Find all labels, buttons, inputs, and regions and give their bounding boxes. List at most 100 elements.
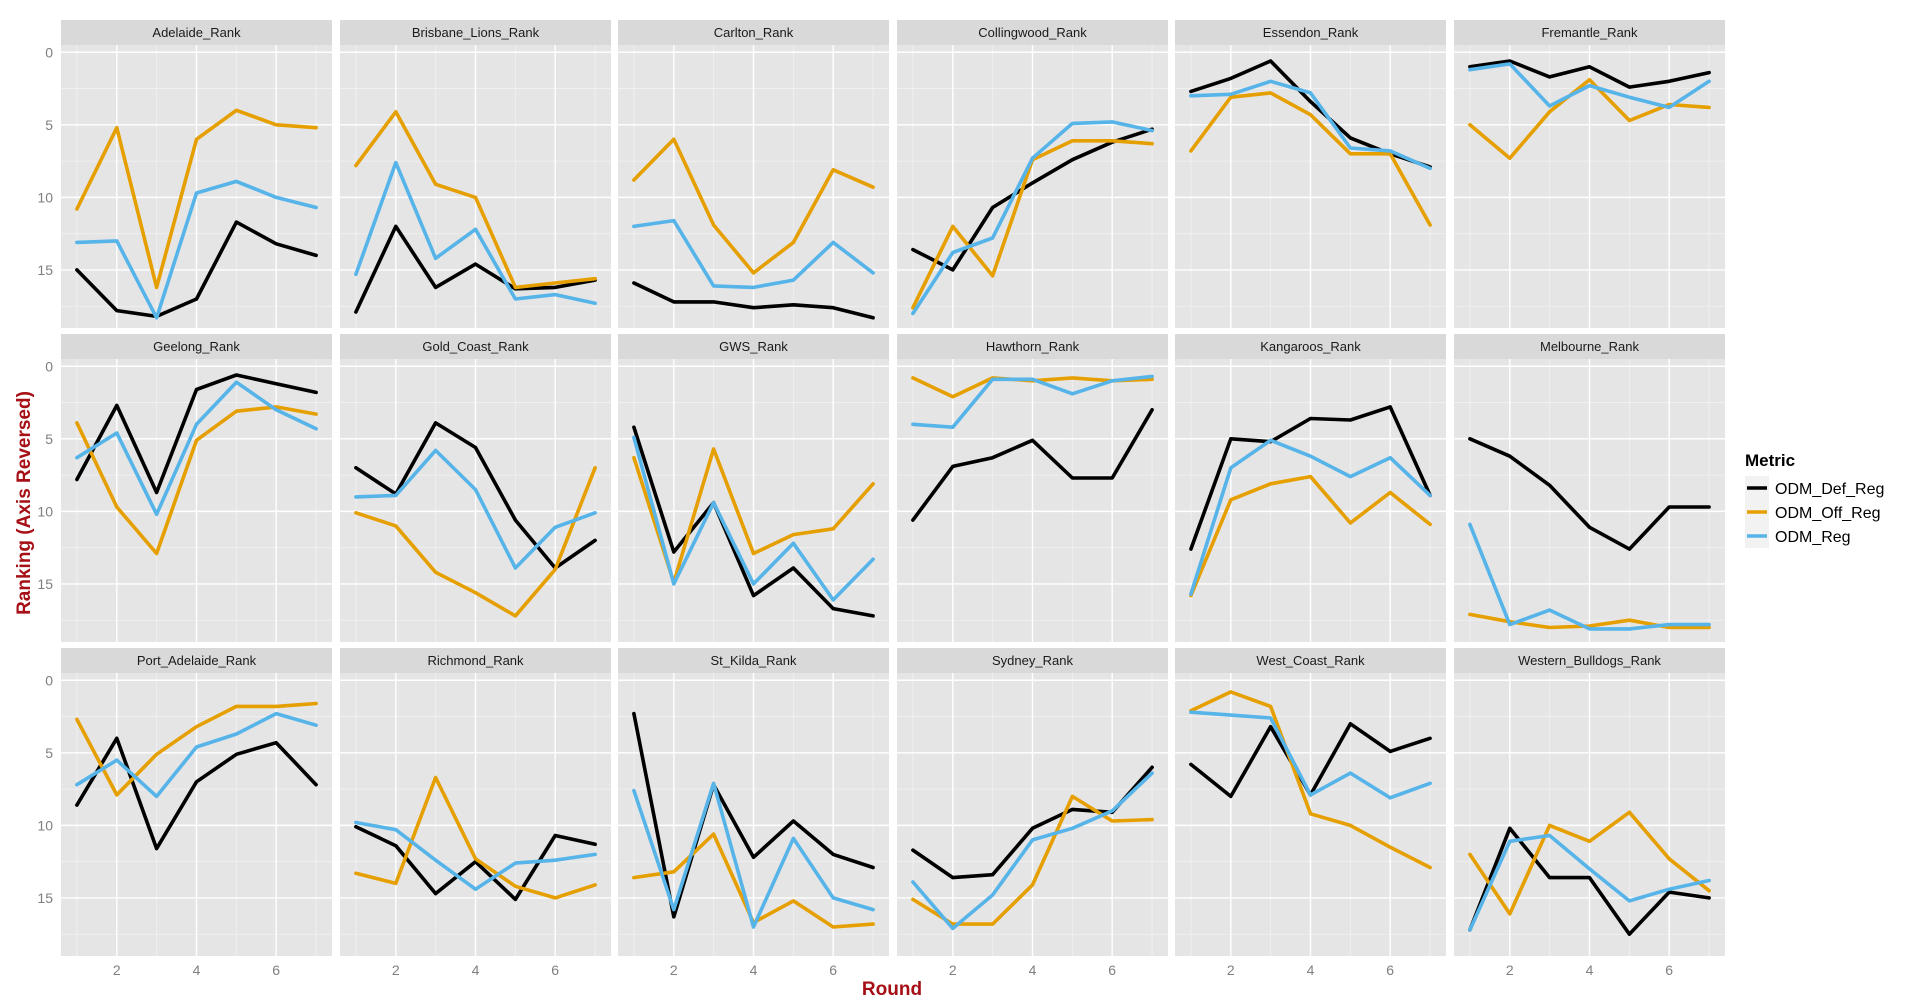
series-line-odm-reg — [632, 218, 875, 290]
x-tick-label: 6 — [829, 962, 837, 978]
facet-title: Western_Bulldogs_Rank — [1518, 653, 1661, 668]
facet-title: Gold_Coast_Rank — [422, 339, 529, 354]
series-line-odm-reg — [1189, 438, 1432, 596]
series-line-odm-off-reg — [911, 794, 1154, 926]
legend-title: Metric — [1745, 451, 1795, 470]
legend-label: ODM_Reg — [1775, 529, 1851, 546]
facet-panel: West_Coast_Rank 2 4 6 — [1175, 648, 1446, 978]
series-line-odm-def-reg — [354, 824, 597, 902]
facet-strip — [340, 648, 611, 673]
x-tick-label: 6 — [272, 962, 280, 978]
facet-panel: Kangaroos_Rank — [1175, 334, 1446, 642]
facet-strip — [1175, 648, 1446, 673]
facet-strip — [340, 334, 611, 359]
x-tick-label: 4 — [1307, 962, 1315, 978]
series-line-odm-def-reg — [354, 224, 597, 314]
series-line-odm-off-reg — [354, 465, 597, 618]
y-tick-label: 0 — [45, 44, 53, 60]
series-line-odm-reg — [354, 160, 597, 306]
facet-title: Brisbane_Lions_Rank — [412, 25, 540, 40]
facet-panel: Western_Bulldogs_Rank 2 4 6 — [1454, 648, 1725, 978]
y-tick-label: 5 — [45, 745, 53, 761]
facet-panel: Fremantle_Rank — [1454, 20, 1725, 328]
facet-strip — [340, 20, 611, 45]
facet-title: Collingwood_Rank — [978, 25, 1087, 40]
facet-title: Port_Adelaide_Rank — [137, 653, 257, 668]
facet-title: Geelong_Rank — [153, 339, 240, 354]
x-tick-label: 4 — [750, 962, 758, 978]
series-line-odm-off-reg — [1189, 91, 1432, 227]
series-line-odm-reg — [354, 448, 597, 570]
facet-title: West_Coast_Rank — [1256, 653, 1365, 668]
y-tick-label: 15 — [37, 576, 53, 592]
series-line-odm-off-reg — [75, 701, 318, 797]
y-tick-label: 10 — [37, 503, 53, 519]
x-tick-label: 4 — [1029, 962, 1037, 978]
facet-title: Sydney_Rank — [992, 653, 1073, 668]
series-line-odm-reg — [75, 711, 318, 799]
series-line-odm-reg — [1468, 833, 1711, 932]
series-line-odm-reg — [354, 820, 597, 892]
x-tick-label: 2 — [1506, 962, 1514, 978]
y-tick-label: 0 — [45, 672, 53, 688]
series-line-odm-off-reg — [354, 775, 597, 900]
facet-panel: Adelaide_Rank 0 5 10 15 — [37, 20, 332, 328]
series-line-odm-reg — [911, 374, 1154, 430]
facet-strip — [1175, 20, 1446, 45]
facet-title: Essendon_Rank — [1263, 25, 1359, 40]
legend-label: ODM_Def_Reg — [1775, 481, 1884, 498]
facet-title: Adelaide_Rank — [152, 25, 241, 40]
series-line-odm-off-reg — [75, 405, 318, 556]
y-tick-label: 5 — [45, 431, 53, 447]
series-line-odm-off-reg — [75, 108, 318, 290]
series-line-odm-def-reg — [1468, 436, 1711, 551]
x-tick-label: 6 — [1665, 962, 1673, 978]
series-line-odm-def-reg — [75, 373, 318, 495]
series-line-odm-def-reg — [632, 711, 875, 919]
x-tick-label: 2 — [113, 962, 121, 978]
facet-title: St_Kilda_Rank — [711, 653, 797, 668]
facet-grid: Adelaide_Rank 0 5 10 15 Brisbane_Lions_Rank Ca… — [37, 20, 1725, 978]
series-line-odm-off-reg — [1189, 474, 1432, 598]
x-tick-label: 2 — [670, 962, 678, 978]
facet-strip — [897, 648, 1168, 673]
y-tick-label: 0 — [45, 358, 53, 374]
y-tick-label: 10 — [37, 189, 53, 205]
x-tick-label: 6 — [1386, 962, 1394, 978]
facet-panel: St_Kilda_Rank 2 4 6 — [618, 648, 889, 978]
facet-strip — [897, 20, 1168, 45]
facet-strip — [61, 20, 332, 45]
y-tick-label: 10 — [37, 817, 53, 833]
x-tick-label: 4 — [472, 962, 480, 978]
series-line-odm-def-reg — [75, 736, 318, 851]
y-axis-title: Ranking (Axis Reversed) — [14, 391, 35, 615]
facet-panel: Richmond_Rank 2 4 6 — [340, 648, 611, 978]
series-line-odm-reg — [632, 435, 875, 602]
series-line-odm-off-reg — [1468, 810, 1711, 916]
facet-panel: Geelong_Rank 0 5 10 15 — [37, 334, 332, 642]
series-line-odm-reg — [911, 120, 1154, 316]
series-line-odm-def-reg — [1189, 405, 1432, 551]
y-tick-label: 15 — [37, 890, 53, 906]
series-line-odm-off-reg — [632, 137, 875, 275]
facet-strip — [618, 334, 889, 359]
series-line-odm-reg — [1468, 522, 1711, 631]
series-line-odm-off-reg — [1189, 690, 1432, 870]
legend: Metric ODM_Def_Reg ODM_Off_Reg ODM_Reg — [1745, 451, 1884, 548]
facet-title: Fremantle_Rank — [1541, 25, 1638, 40]
facet-title: Richmond_Rank — [427, 653, 524, 668]
facet-strip — [618, 648, 889, 673]
series-line-odm-reg — [632, 781, 875, 929]
x-tick-label: 6 — [1108, 962, 1116, 978]
series-line-odm-reg — [1189, 710, 1432, 800]
y-tick-label: 15 — [37, 262, 53, 278]
x-axis-title: Round — [862, 979, 922, 1000]
facet-title: Melbourne_Rank — [1540, 339, 1640, 354]
facet-panel: Brisbane_Lions_Rank — [340, 20, 611, 328]
facet-strip — [61, 648, 332, 673]
facet-panel: Essendon_Rank — [1175, 20, 1446, 328]
legend-label: ODM_Off_Reg — [1775, 505, 1881, 522]
x-tick-label: 2 — [949, 962, 957, 978]
facet-strip — [897, 334, 1168, 359]
facet-title: Hawthorn_Rank — [986, 339, 1080, 354]
